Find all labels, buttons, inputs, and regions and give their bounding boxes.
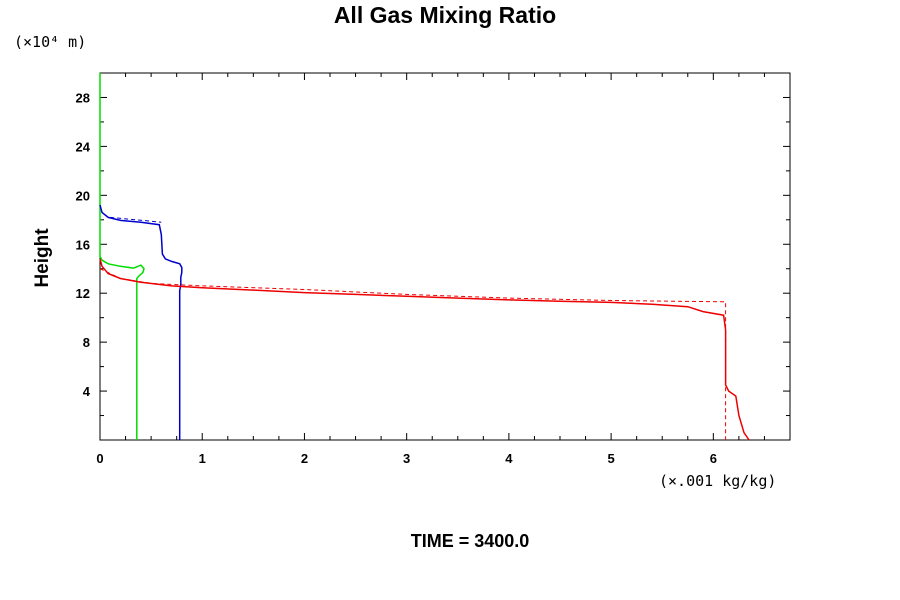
chart-title: All Gas Mixing Ratio [333, 2, 557, 28]
y-tick-label: 16 [76, 237, 90, 252]
x-tick-label: 4 [505, 451, 513, 466]
x-axis-units: (×.001 kg/kg) [659, 472, 777, 490]
x-tick-label: 6 [710, 451, 717, 466]
series-blue-dashed [110, 216, 162, 223]
plot-frame [99, 72, 791, 441]
series-layer [99, 73, 750, 441]
y-tick-label: 20 [76, 188, 90, 203]
x-tick-label: 2 [301, 451, 308, 466]
series-blue [99, 204, 183, 440]
x-tick-label: 0 [96, 451, 103, 466]
series-red-dashed [99, 268, 727, 440]
y-tick-label: 8 [83, 335, 90, 350]
y-tick-label: 24 [76, 139, 91, 154]
y-tick-label: 28 [76, 90, 90, 105]
series-green [99, 73, 145, 440]
y-axis-units: (×10⁴ m) [14, 33, 87, 51]
y-tick-label: 12 [76, 286, 90, 301]
series-red [99, 258, 750, 441]
x-tick-label: 5 [607, 451, 614, 466]
x-tick-label: 1 [199, 451, 206, 466]
y-tick-label: 4 [83, 384, 91, 399]
time-label: TIME = 3400.0 [410, 531, 530, 551]
x-tick-label: 3 [403, 451, 410, 466]
